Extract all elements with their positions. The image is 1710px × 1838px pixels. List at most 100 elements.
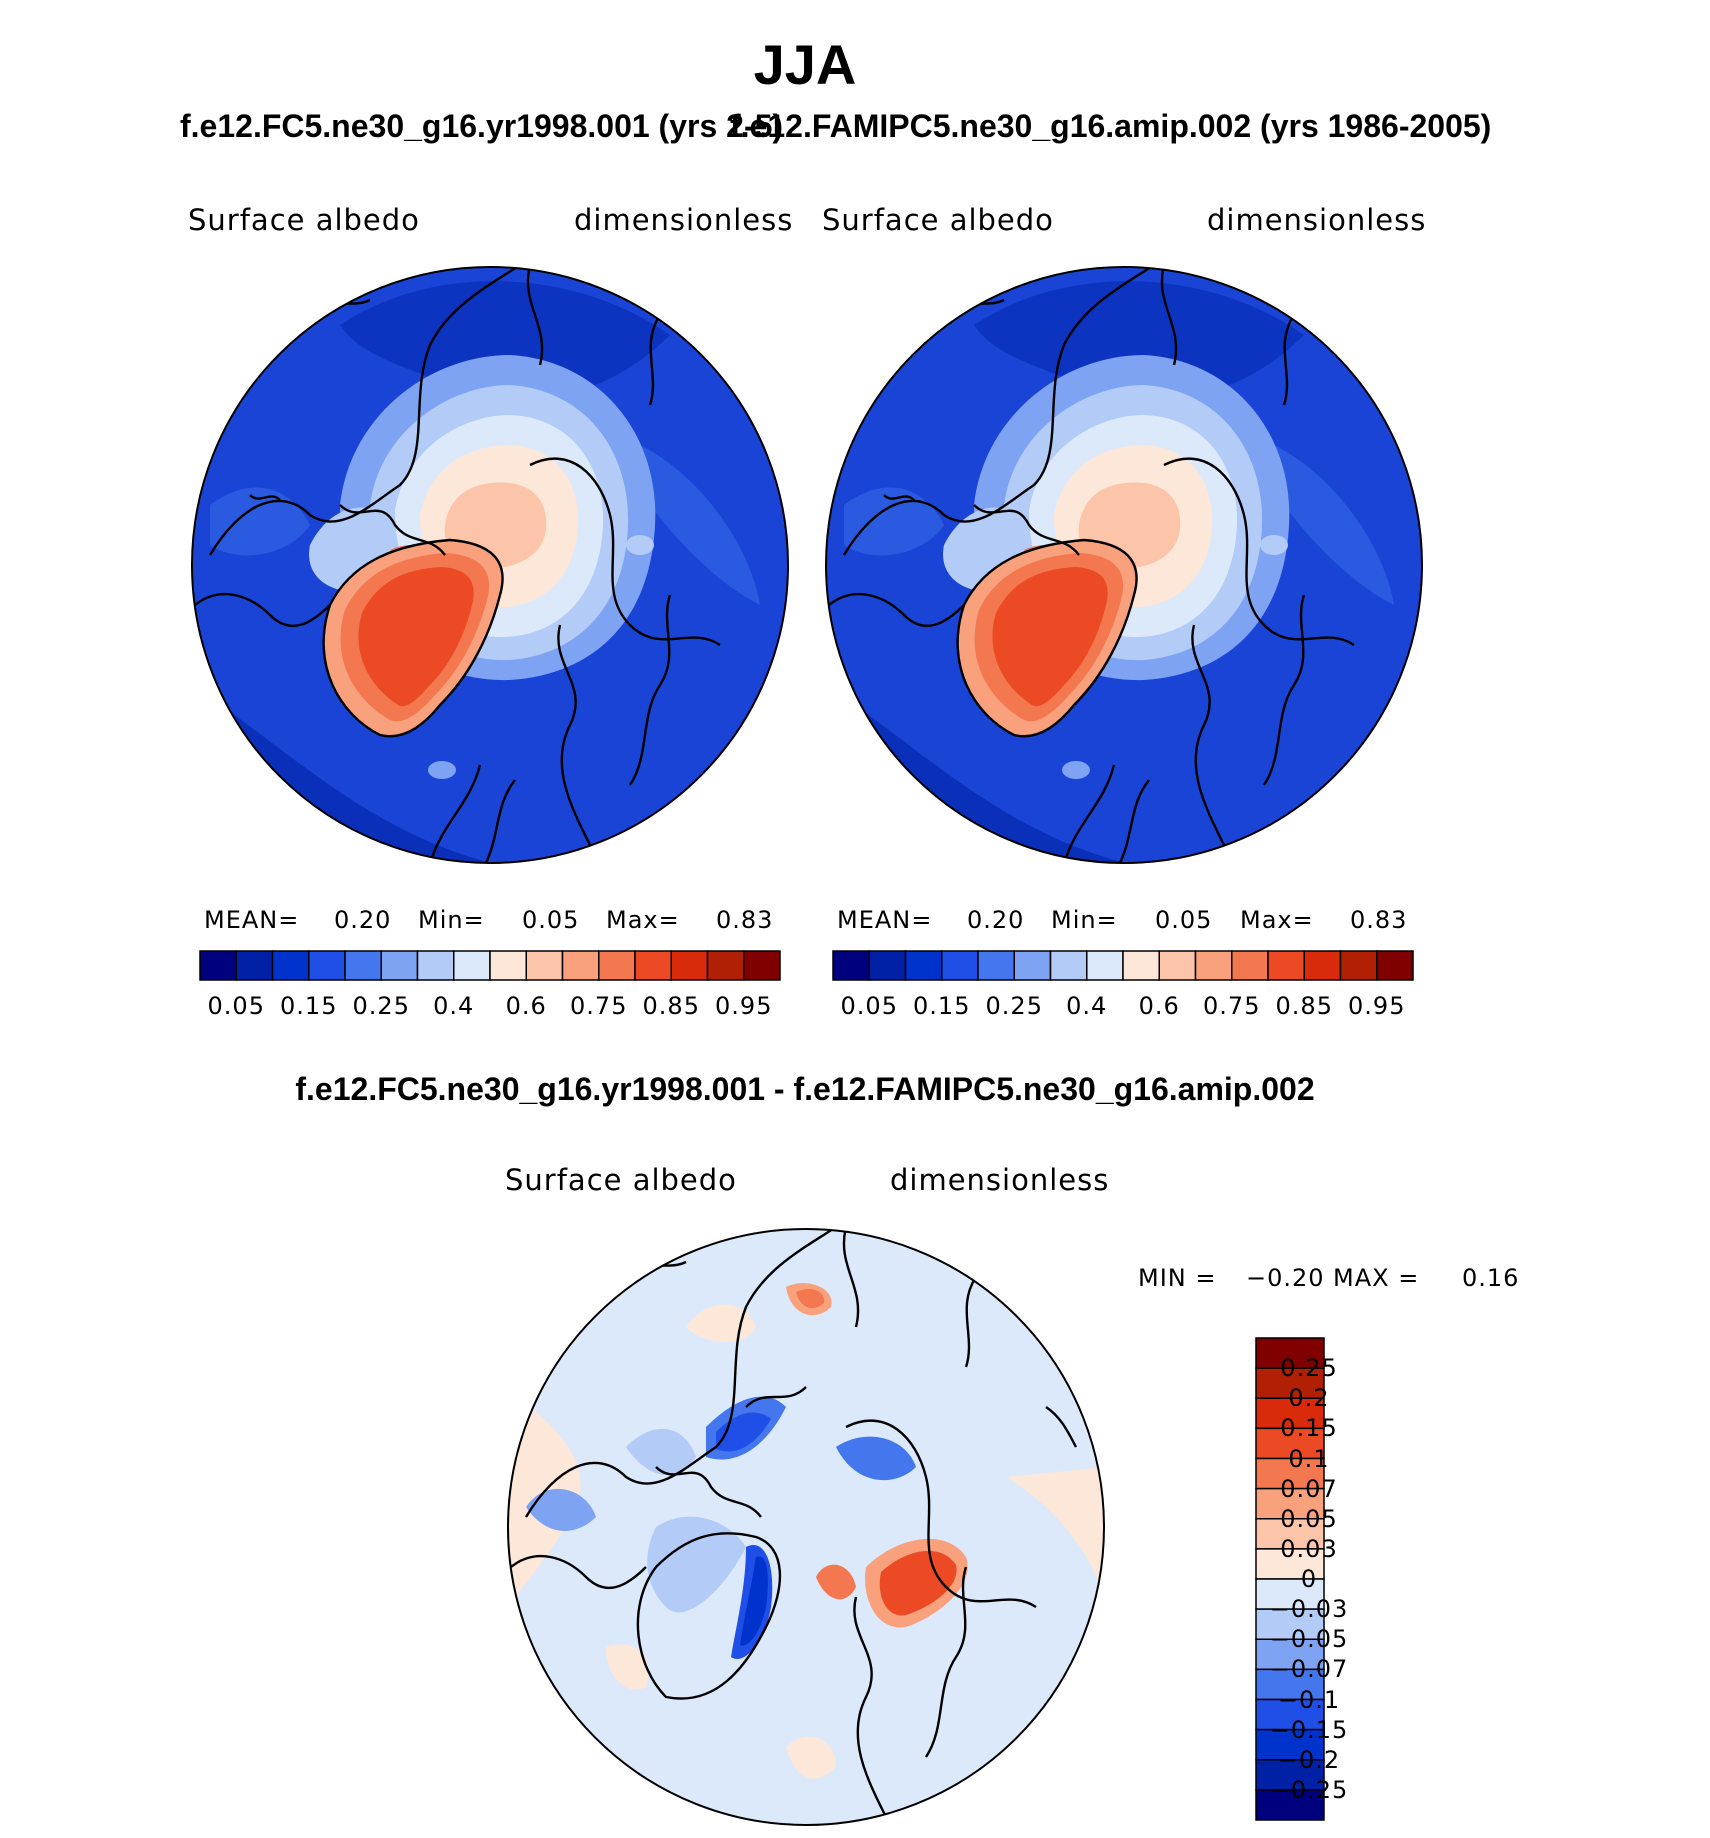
- difference-min-value: −0.20: [1246, 1264, 1325, 1292]
- left-colorbar-tick-label: 0.4: [433, 992, 475, 1020]
- left-colorbar-tick-label: 0.15: [280, 992, 338, 1020]
- difference-units-label: dimensionless: [890, 1163, 1110, 1197]
- difference-colorbar-tick-label: −0.07: [1269, 1655, 1349, 1684]
- difference-colorbar-tick-label: −0.05: [1269, 1625, 1349, 1654]
- left-case-title: f.e12.FC5.ne30_g16.yr1998.001 (yrs 2-5): [180, 108, 784, 144]
- difference-max-value: 0.16: [1462, 1264, 1520, 1292]
- left-colorbar-swatch: [380, 950, 419, 981]
- left-min-value: 0.05: [522, 906, 580, 934]
- difference-colorbar-swatch: [1255, 1728, 1325, 1761]
- difference-colorbar-swatch: [1255, 1548, 1325, 1580]
- left-min-label: Min=: [418, 906, 485, 934]
- left-colorbar-swatch: [453, 950, 491, 981]
- right-colorbar: [832, 950, 1414, 981]
- right-colorbar-tick-label: 0.6: [1138, 992, 1180, 1020]
- left-mean-label: MEAN=: [204, 906, 300, 934]
- right-units-label: dimensionless: [1207, 203, 1427, 237]
- difference-colorbar-tick-label: 0.05: [1280, 1504, 1338, 1533]
- difference-colorbar-tick-label: 0.1: [1288, 1444, 1330, 1473]
- difference-colorbar-tick-label: 0.25: [1280, 1354, 1338, 1383]
- right-polar-map: [826, 267, 1422, 863]
- left-colorbar-swatch: [416, 950, 455, 981]
- right-colorbar-swatch: [1339, 950, 1378, 981]
- right-min-label: Min=: [1051, 906, 1118, 934]
- difference-colorbar-tick-label: −0.03: [1269, 1595, 1349, 1624]
- right-max-value: 0.83: [1350, 906, 1408, 934]
- right-max-label: Max=: [1240, 906, 1314, 934]
- left-colorbar-tick-label: 0.05: [207, 992, 265, 1020]
- left-colorbar-swatch: [199, 950, 237, 981]
- difference-colorbar-swatch: [1255, 1608, 1325, 1640]
- right-colorbar-tick-label: 0.85: [1275, 992, 1333, 1020]
- left-colorbar-swatch: [670, 950, 709, 981]
- left-mean-value: 0.20: [334, 906, 392, 934]
- difference-colorbar-tick-label: −0.25: [1269, 1775, 1349, 1804]
- difference-variable-label: Surface albedo: [505, 1163, 737, 1197]
- right-colorbar-swatch: [868, 950, 907, 981]
- left-colorbar-swatch: [308, 950, 346, 981]
- right-mean-value: 0.20: [967, 906, 1025, 934]
- left-colorbar-tick-label: 0.95: [715, 992, 773, 1020]
- left-colorbar-tick-label: 0.85: [642, 992, 700, 1020]
- left-colorbar-swatch: [743, 950, 781, 981]
- left-colorbar: [199, 950, 781, 981]
- right-variable-label: Surface albedo: [822, 203, 1054, 237]
- left-colorbar-tick-label: 0.6: [505, 992, 547, 1020]
- left-polar-map: [192, 267, 788, 863]
- difference-min-label: MIN =: [1138, 1264, 1217, 1292]
- difference-colorbar-swatch: [1255, 1457, 1325, 1490]
- right-case-title: f.e12.FAMIPC5.ne30_g16.amip.002 (yrs 198…: [730, 108, 1492, 144]
- difference-colorbar-swatch: [1255, 1518, 1325, 1550]
- difference-colorbar-tick-label: 0.2: [1288, 1384, 1330, 1413]
- right-colorbar-swatch: [1158, 950, 1197, 981]
- left-units-label: dimensionless: [574, 203, 794, 237]
- left-variable-label: Surface albedo: [188, 203, 420, 237]
- left-colorbar-swatch: [634, 950, 672, 981]
- right-min-value: 0.05: [1155, 906, 1213, 934]
- difference-colorbar-tick-label: −0.15: [1269, 1715, 1349, 1744]
- right-colorbar-swatch: [1049, 950, 1088, 981]
- right-colorbar-tick-label: 0.15: [913, 992, 971, 1020]
- right-colorbar-tick-label: 0.95: [1348, 992, 1406, 1020]
- left-colorbar-swatch: [489, 950, 527, 981]
- difference-polar-map: [508, 1229, 1104, 1825]
- right-map-border: [825, 266, 1423, 864]
- right-colorbar-swatch: [1376, 950, 1414, 981]
- left-colorbar-swatch: [271, 950, 310, 981]
- right-colorbar-swatch: [1122, 950, 1160, 981]
- right-colorbar-swatch: [904, 950, 943, 981]
- difference-colorbar-swatch: [1255, 1638, 1325, 1671]
- left-colorbar-swatch: [525, 950, 564, 981]
- difference-max-label: MAX =: [1333, 1264, 1420, 1292]
- right-colorbar-tick-label: 0.75: [1203, 992, 1261, 1020]
- left-max-value: 0.83: [716, 906, 774, 934]
- difference-colorbar-tick-label: 0.07: [1280, 1474, 1338, 1503]
- difference-colorbar-swatch: [1255, 1789, 1325, 1821]
- difference-colorbar-tick-label: −0.1: [1277, 1685, 1341, 1714]
- difference-colorbar-swatch: [1255, 1427, 1325, 1460]
- right-colorbar-tick-label: 0.05: [840, 992, 898, 1020]
- difference-colorbar-tick-label: 0.15: [1280, 1414, 1338, 1443]
- left-map-border: [191, 266, 789, 864]
- right-mean-label: MEAN=: [837, 906, 933, 934]
- difference-colorbar-swatch: [1255, 1397, 1325, 1430]
- left-colorbar-swatch: [235, 950, 274, 981]
- difference-colorbar-tick-label: −0.2: [1277, 1745, 1341, 1774]
- left-colorbar-swatch: [561, 950, 600, 981]
- right-colorbar-swatch: [832, 950, 870, 981]
- difference-colorbar: [1255, 1337, 1325, 1821]
- left-max-label: Max=: [606, 906, 680, 934]
- right-colorbar-swatch: [977, 950, 1015, 981]
- right-colorbar-swatch: [1303, 950, 1342, 981]
- right-colorbar-tick-label: 0.25: [985, 992, 1043, 1020]
- left-colorbar-tick-label: 0.75: [570, 992, 628, 1020]
- right-colorbar-swatch: [1013, 950, 1052, 981]
- left-colorbar-swatch: [344, 950, 382, 981]
- difference-map-border: [507, 1228, 1105, 1826]
- right-colorbar-tick-label: 0.4: [1066, 992, 1108, 1020]
- right-colorbar-swatch: [1086, 950, 1124, 981]
- left-colorbar-swatch: [706, 950, 745, 981]
- right-colorbar-swatch: [1194, 950, 1233, 981]
- difference-colorbar-tick-label: 0.03: [1280, 1534, 1338, 1563]
